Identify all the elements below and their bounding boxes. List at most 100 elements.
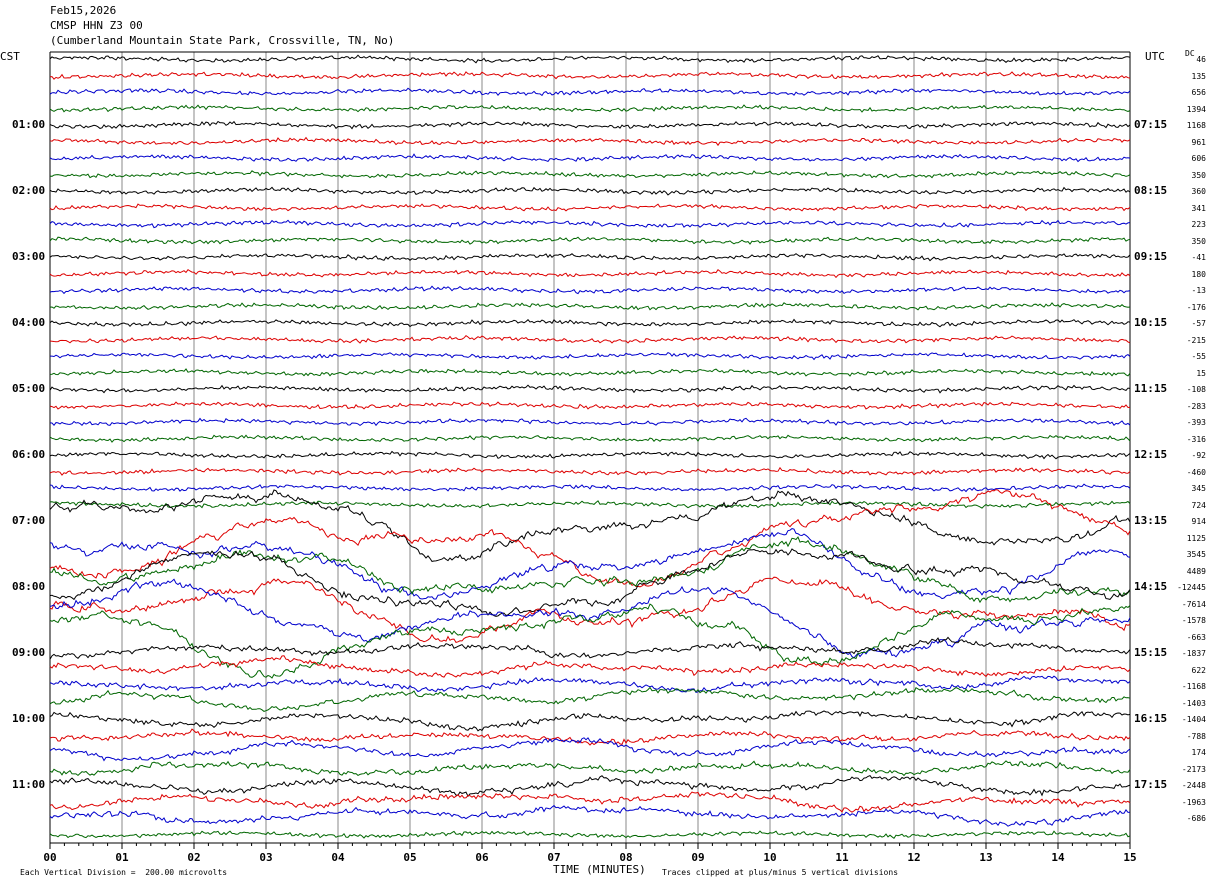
dc-offset-value: -108 [1186,385,1206,394]
seismic-traces [49,54,1131,840]
trace-line [49,578,1131,659]
trace-line [49,203,1131,212]
trace-line [49,830,1131,840]
x-tick-label: 01 [115,851,129,864]
right-timezone-label: UTC [1145,50,1165,63]
left-hour-label: 03:00 [12,250,46,263]
trace-line [49,804,1131,827]
x-axis-title: TIME (MINUTES) [553,863,646,876]
dc-offset-value: -176 [1186,302,1206,312]
dc-offset-value: -13 [1191,286,1206,295]
x-tick-label: 15 [1123,851,1136,864]
left-hour-label: 02:00 [12,184,46,197]
dc-offset-value: 350 [1191,170,1206,180]
dc-offset-value: -7614 [1181,599,1206,609]
trace-line [49,528,1131,600]
trace-line [49,489,1131,588]
x-tick-label: 06 [475,851,489,864]
trace-line [49,236,1131,245]
dc-offset-value: 180 [1191,269,1206,279]
dc-offset-value: -57 [1191,319,1206,328]
right-hour-label: 08:15 [1134,184,1168,197]
trace-line [49,548,1131,617]
left-hour-label: 05:00 [12,382,46,395]
trace-line [49,737,1131,762]
left-hour-label: 07:00 [12,514,46,527]
dc-offset-value: 341 [1191,203,1206,213]
dc-offset-value: -2448 [1181,781,1206,790]
trace-line [49,136,1131,147]
right-hour-label: 14:15 [1134,580,1168,593]
trace-line [49,760,1131,777]
dc-offset-value: -1168 [1181,682,1206,691]
x-tick-label: 14 [1051,851,1065,864]
trace-line [49,791,1131,813]
trace-line [49,87,1131,97]
x-tick-label: 13 [979,851,992,864]
trace-line [49,450,1131,460]
trace-line [49,489,1131,562]
trace-line [49,710,1131,732]
trace-line [49,170,1131,179]
right-hour-label: 13:15 [1134,514,1168,527]
dc-offset-value: 961 [1191,137,1206,147]
dc-offset-value: -393 [1186,418,1206,427]
trace-line [49,253,1131,262]
dc-offset-value: 914 [1191,517,1206,526]
dc-offset-value: 135 [1191,71,1206,81]
left-hour-label: 10:00 [12,712,46,725]
left-hour-label: 09:00 [12,646,46,659]
right-hour-label: 12:15 [1134,448,1168,461]
dc-offset-value: 1394 [1186,104,1206,114]
station-location: (Cumberland Mountain State Park, Crossvi… [50,34,395,47]
dc-offset-value: -686 [1186,814,1206,823]
x-tick-label: 11 [835,851,849,864]
trace-line [49,268,1131,279]
left-hour-label: 06:00 [12,448,46,461]
dc-offset-value: -215 [1186,335,1206,345]
trace-line [49,675,1131,693]
trace-line [49,636,1131,660]
trace-line [49,500,1131,509]
dc-offset-value: 46 [1196,55,1206,64]
trace-line [49,104,1131,113]
trace-line [49,285,1131,295]
right-hour-label: 16:15 [1134,712,1168,725]
dc-offset-value: -12445 [1177,583,1206,592]
x-axis-ticks: 00 01 02 03 04 05 06 07 08 09 10 11 12 13 14 15 [43,843,1137,864]
trace-line [49,686,1131,712]
dc-offset-value: -1403 [1181,698,1206,708]
right-hour-label: 15:15 [1134,646,1168,659]
dc-offset-value: 350 [1191,236,1206,246]
x-tick-label: 02 [187,851,200,864]
dc-offset-value: 606 [1191,154,1206,163]
right-hour-label: 11:15 [1134,382,1168,395]
dc-offset-value: 724 [1191,500,1206,510]
right-hour-label: 09:15 [1134,250,1168,263]
trace-line [49,302,1131,311]
x-tick-label: 05 [403,851,416,864]
trace-line [49,728,1131,746]
dc-offset-value: -2173 [1181,764,1206,774]
dc-offset-value: 15 [1196,368,1206,378]
left-hour-label: 08:00 [12,580,46,593]
dc-offset-value: 656 [1191,88,1206,97]
trace-line [49,774,1131,798]
trace-line [49,434,1131,443]
left-hour-label: 11:00 [12,778,46,791]
x-tick-label: 07 [547,851,560,864]
dc-offset-value: 622 [1191,665,1206,675]
trace-line [49,483,1131,493]
dc-offset-value: -283 [1186,401,1206,411]
dc-offset-value: 360 [1191,187,1206,196]
dc-offset-value: 1125 [1186,533,1206,543]
trace-line [49,603,1131,679]
trace-line [49,368,1131,377]
left-hour-label: 01:00 [12,118,46,131]
trace-line [49,536,1131,604]
right-hour-label: 10:15 [1134,316,1168,329]
trace-line [49,417,1131,427]
right-hour-label: 07:15 [1134,118,1168,131]
dc-offset-value: 174 [1191,748,1206,757]
trace-line [49,153,1131,163]
